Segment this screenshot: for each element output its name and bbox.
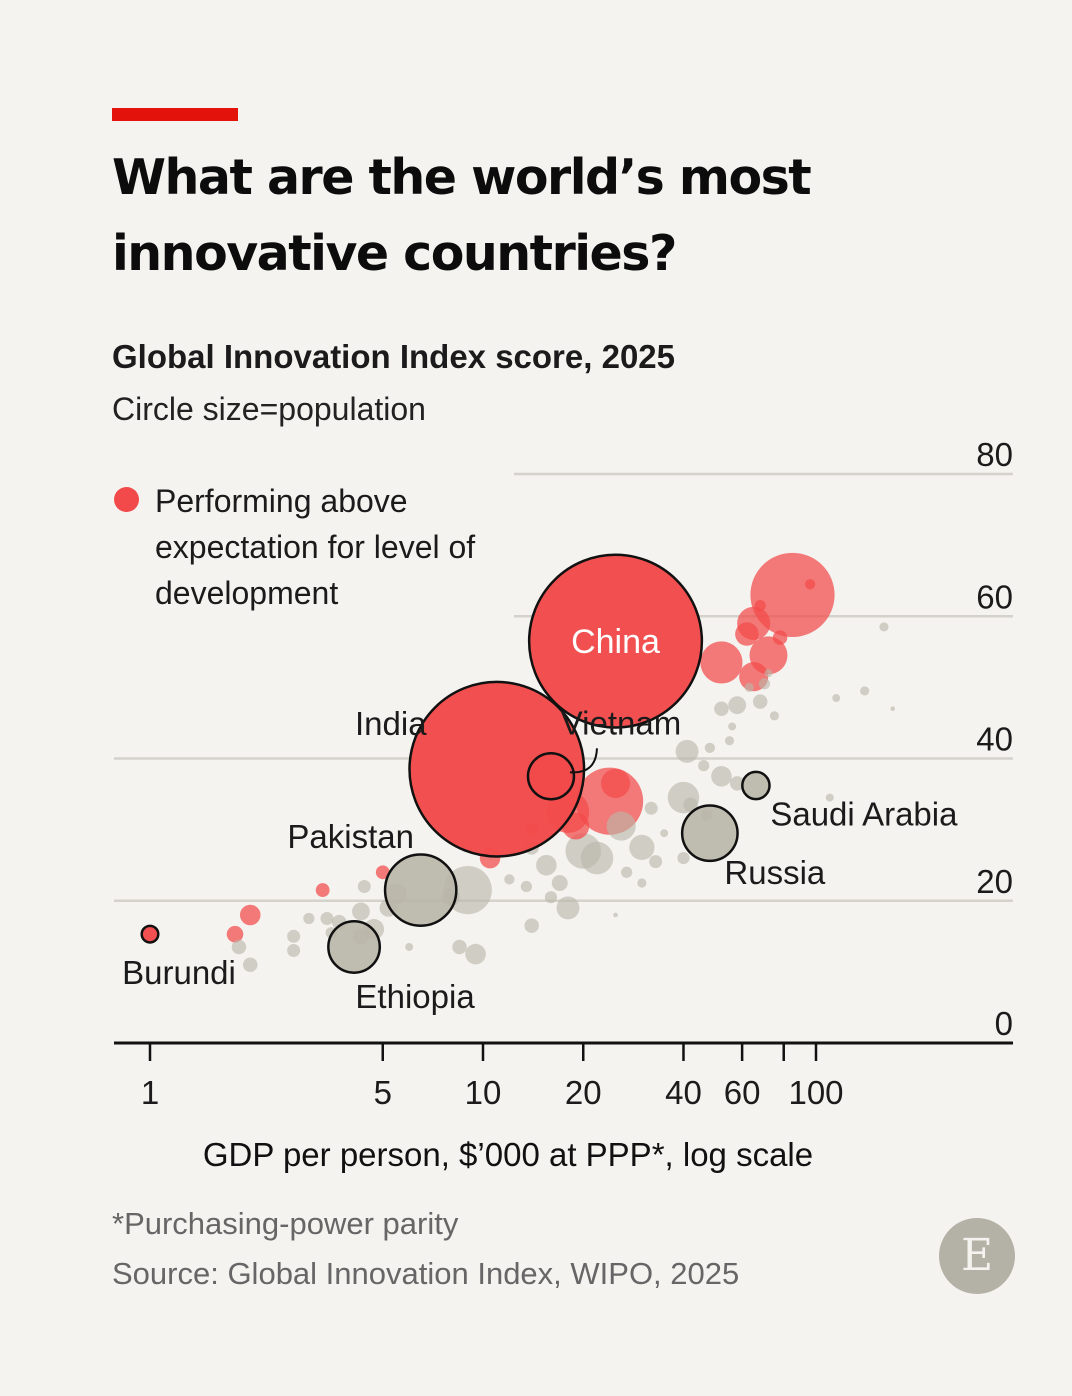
x-tick-label: 100 [788,1074,843,1111]
x-axis-label: GDP per person, $’000 at PPP*, log scale [203,1136,813,1173]
labelled-bubble [527,553,704,729]
country-bubble [613,912,618,918]
country-label: Vietnam [561,704,681,741]
source-note: Source: Global Innovation Index, WIPO, 2… [112,1256,740,1291]
country-label: Burundi [122,954,236,991]
legend-marker [114,487,139,512]
country-bubble [287,944,301,958]
country-bubble [637,878,647,888]
vietnam-leader-line [569,748,598,774]
country-bubble [728,696,747,715]
country-bubble [287,929,301,943]
country-bubble [711,765,732,787]
country-bubble [860,686,870,696]
y-tick-label: 40 [976,721,1013,758]
x-tick-label: 5 [374,1074,392,1111]
above-expectation-bubble [735,622,759,646]
chart-title: What are the world’s most innovative cou… [112,149,812,282]
labelled-bubble [408,680,586,858]
above-expectation-bubble [804,579,816,590]
country-label: China [571,623,660,661]
above-expectation-bubble [700,641,743,684]
y-tick-label: 0 [995,1005,1013,1042]
country-bubble [764,669,773,678]
country-bubble [649,855,663,869]
labelled-bubble [526,752,576,801]
chart-subtitle: Global Innovation Index score, 2025 [112,338,675,375]
country-bubble [714,701,729,716]
scatter-chart: 0 20 40 60 80 1 5 10 20 40 60 100 GDP per person, $’… [114,436,1013,1173]
x-tick-label: 60 [724,1074,761,1111]
country-bubble [556,896,580,920]
country-bubble [536,854,557,876]
country-bubble [677,851,690,865]
country-bubble [606,811,636,841]
above-expectation-bubble [315,883,330,897]
country-bubble [758,678,771,690]
labelled-bubble [327,920,382,974]
country-bubble [660,829,669,838]
footnote: *Purchasing-power parity [112,1206,459,1241]
country-bubble [352,902,370,921]
country-bubble [405,942,414,951]
country-bubble [698,759,710,772]
x-tick-label: 20 [565,1074,602,1111]
country-bubble [544,891,558,904]
labelled-bubble [741,770,771,801]
above-expectation-bubble [226,925,244,943]
country-bubble [621,866,633,878]
country-bubble [675,739,699,763]
country-label: India [355,705,427,742]
labelled-bubble [140,924,160,944]
country-label: Ethiopia [355,978,475,1015]
country-bubble [231,939,247,955]
country-bubble [520,880,533,893]
x-tick-label: 40 [665,1074,702,1111]
y-tick-label: 80 [976,436,1013,473]
country-bubble [504,874,515,885]
country-bubble [752,694,768,709]
country-bubble [724,736,735,746]
labelled-bubble [383,853,458,927]
y-tick-label: 60 [976,578,1013,615]
country-bubble [825,793,834,802]
country-bubble [629,834,655,861]
above-expectation-bubble [600,768,631,798]
country-bubble [744,682,754,692]
above-expectation-bubble [754,599,766,612]
above-expectation-bubble [750,552,835,638]
country-bubble [879,622,889,632]
x-tick-label: 1 [141,1074,159,1111]
country-bubble [729,776,745,791]
publisher-logo: E [939,1218,1015,1294]
country-bubble [890,706,896,712]
y-tick-label: 20 [976,863,1013,900]
country-bubble [728,722,737,731]
above-expectation-bubble [772,630,788,645]
country-bubble [320,912,334,926]
country-bubble [644,801,658,815]
country-bubble [551,875,568,891]
country-bubble [580,841,614,875]
country-bubble [357,880,371,894]
country-bubble [465,943,486,965]
country-bubble [683,797,698,813]
legend-label: Performing above expectation for level o… [155,483,476,611]
above-expectation-bubble [239,904,261,926]
country-bubble [452,939,467,955]
country-label: Russia [724,854,826,891]
labelled-bubble [680,804,739,863]
x-tick-label: 10 [465,1074,502,1111]
country-bubble [242,957,258,973]
chart-size-note: Circle size=population [112,391,426,427]
accent-bar [112,108,238,121]
country-bubble [303,912,315,925]
country-bubble [704,742,715,753]
country-label: Saudi Arabia [770,796,958,833]
country-bubble [769,711,779,721]
country-label: Pakistan [287,818,414,855]
country-bubble [832,694,841,703]
country-bubble [524,918,539,933]
above-expectation-bubble [375,865,390,880]
